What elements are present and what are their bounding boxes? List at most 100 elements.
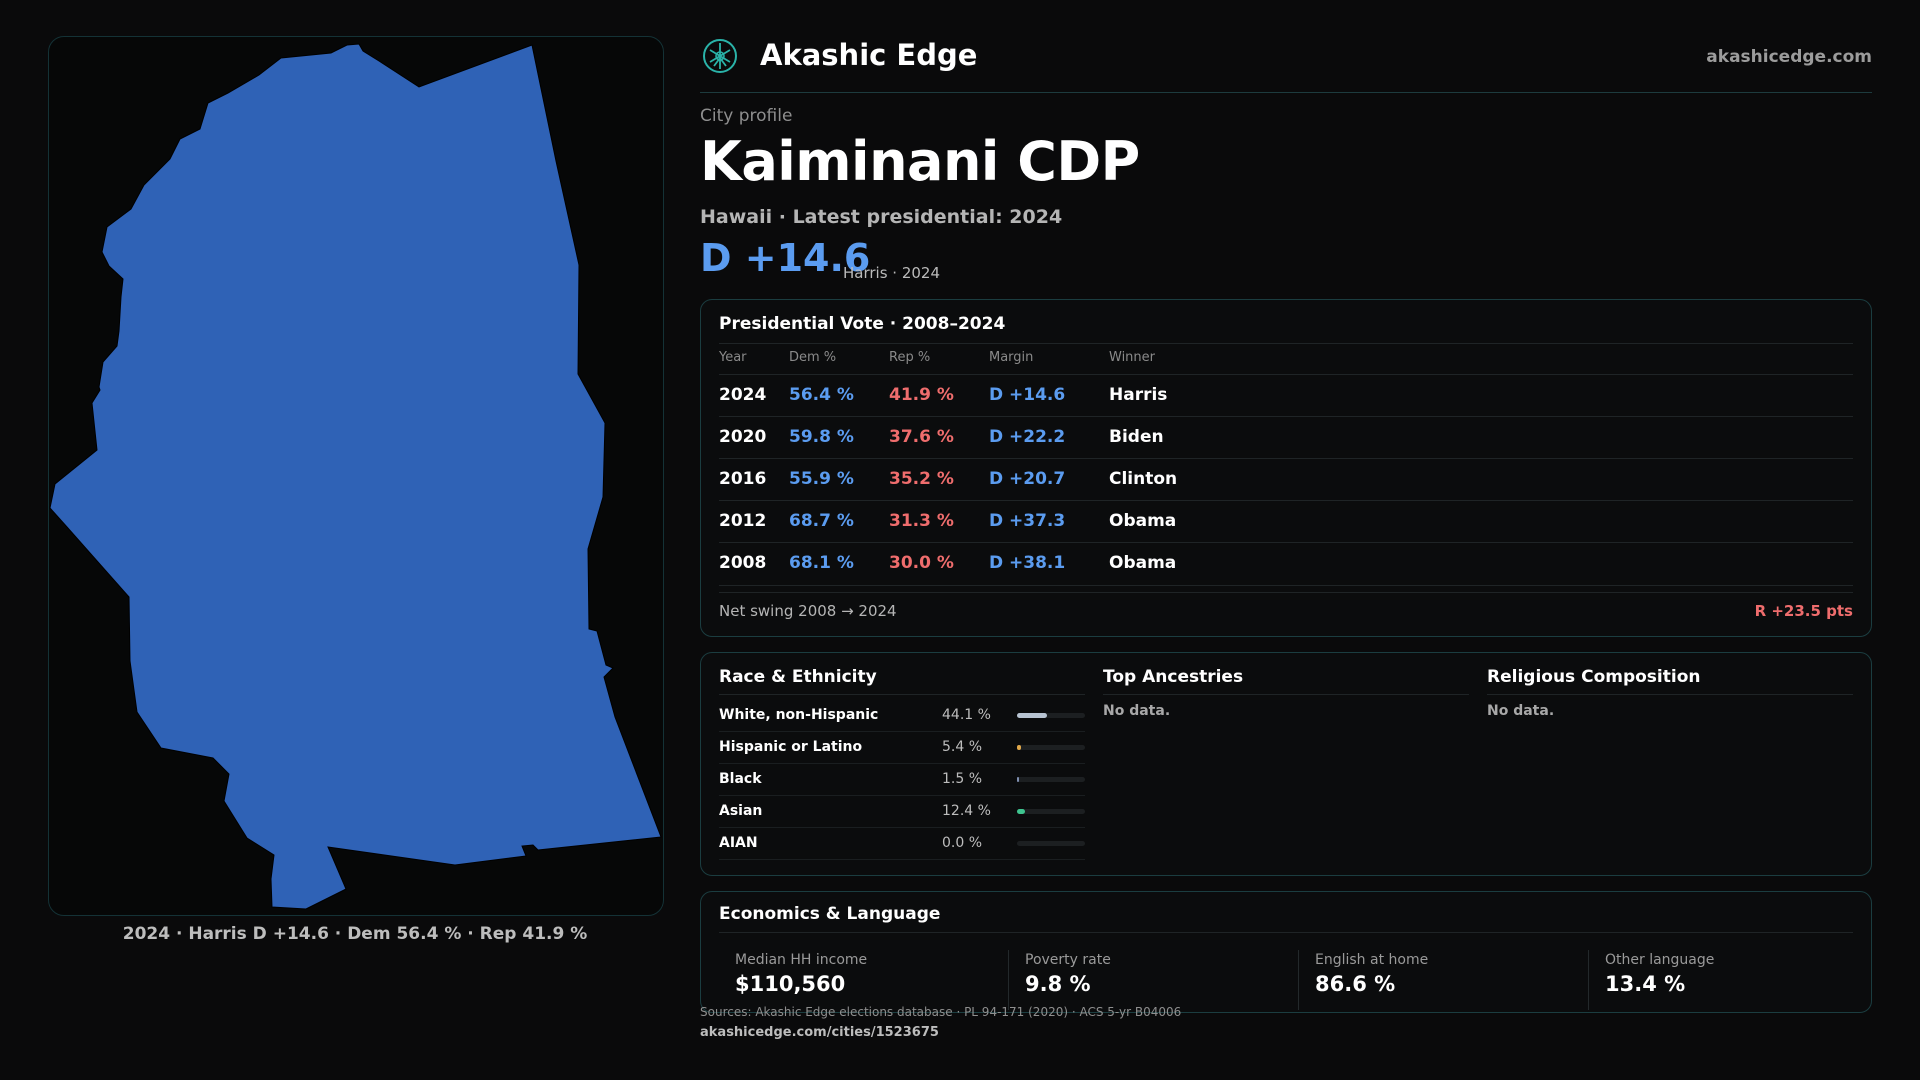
row-margin: D +14.6	[989, 385, 1066, 405]
divider	[719, 694, 1085, 695]
column-header-dem: Dem %	[789, 350, 837, 365]
race-bar-fill	[1017, 713, 1047, 718]
column-header-winner: Winner	[1109, 350, 1156, 365]
race-row: White, non-Hispanic 44.1 %	[719, 699, 1085, 732]
stat-english-at-home: English at home 86.6 %	[1298, 950, 1569, 1010]
row-margin: D +20.7	[989, 469, 1066, 489]
row-dem-pct: 59.8 %	[789, 427, 854, 447]
stat-label: Poverty rate	[1025, 952, 1111, 968]
stat-value: $110,560	[735, 972, 846, 996]
race-label: Hispanic or Latino	[719, 739, 863, 755]
row-winner: Obama	[1109, 511, 1177, 531]
row-rep-pct: 30.0 %	[889, 553, 954, 573]
row-rep-pct: 37.6 %	[889, 427, 954, 447]
race-bar-track	[1017, 841, 1085, 846]
race-bar-fill	[1017, 777, 1019, 782]
row-winner: Obama	[1109, 553, 1177, 573]
race-row: Hispanic or Latino 5.4 %	[719, 731, 1085, 764]
row-dem-pct: 68.1 %	[789, 553, 854, 573]
top-bar: Akashic Edge akashicedge.com	[700, 34, 1872, 93]
row-winner: Clinton	[1109, 469, 1178, 489]
race-row: AIAN 0.0 %	[719, 827, 1085, 860]
latest-margin: D +14.6	[700, 236, 871, 280]
religious-composition-title: Religious Composition	[1487, 667, 1701, 687]
site-domain-link[interactable]: akashicedge.com	[1706, 47, 1872, 67]
row-dem-pct: 68.7 %	[789, 511, 854, 531]
row-year: 2008	[719, 553, 767, 573]
row-dem-pct: 55.9 %	[789, 469, 854, 489]
presidential-vote-title: Presidential Vote · 2008–2024	[719, 314, 1006, 334]
row-year: 2024	[719, 385, 767, 405]
race-value: 12.4 %	[942, 803, 991, 819]
brand-name[interactable]: Akashic Edge	[760, 38, 978, 72]
latest-margin-note: Harris · 2024	[843, 264, 941, 282]
city-boundary-shape	[49, 43, 662, 910]
map-caption: 2024 · Harris D +14.6 · Dem 56.4 % · Rep…	[122, 924, 588, 944]
page-eyebrow: City profile	[700, 106, 793, 126]
race-value: 0.0 %	[942, 835, 983, 851]
row-margin: D +22.2	[989, 427, 1066, 447]
race-row: Asian 12.4 %	[719, 795, 1085, 828]
table-row: 2012 68.7 % 31.3 % D +37.3 Obama	[719, 500, 1853, 543]
stat-value: 86.6 %	[1315, 972, 1396, 996]
top-ancestries-section: Top Ancestries No data.	[1103, 653, 1469, 875]
page-url-link[interactable]: akashicedge.com/cities/1523675	[700, 1025, 939, 1040]
stat-label: English at home	[1315, 952, 1429, 968]
race-label: White, non-Hispanic	[719, 707, 879, 723]
top-ancestries-title: Top Ancestries	[1103, 667, 1244, 687]
divider	[1487, 694, 1853, 695]
table-row: 2016 55.9 % 35.2 % D +20.7 Clinton	[719, 458, 1853, 501]
race-label: AIAN	[719, 835, 758, 851]
page-subtitle: Hawaii · Latest presidential: 2024	[700, 206, 1063, 228]
stat-poverty-rate: Poverty rate 9.8 %	[1008, 950, 1279, 1010]
race-bar-track	[1017, 745, 1085, 750]
table-row: 2024 56.4 % 41.9 % D +14.6 Harris	[719, 374, 1853, 417]
row-margin: D +37.3	[989, 511, 1066, 531]
divider	[719, 932, 1853, 933]
row-winner: Harris	[1109, 385, 1168, 405]
row-year: 2012	[719, 511, 767, 531]
row-rep-pct: 41.9 %	[889, 385, 954, 405]
race-bar-fill	[1017, 809, 1026, 814]
row-rep-pct: 35.2 %	[889, 469, 954, 489]
race-bar-track	[1017, 809, 1085, 814]
net-swing-label: Net swing 2008 → 2024	[719, 602, 897, 620]
column-header-margin: Margin	[989, 350, 1034, 365]
divider	[1103, 694, 1469, 695]
race-value: 5.4 %	[942, 739, 983, 755]
table-row: 2020 59.8 % 37.6 % D +22.2 Biden	[719, 416, 1853, 459]
divider	[719, 343, 1853, 344]
presidential-vote-card: Presidential Vote · 2008–2024 Year Dem %…	[700, 299, 1872, 637]
race-value: 1.5 %	[942, 771, 983, 787]
demographics-card: Race & Ethnicity White, non-Hispanic 44.…	[700, 652, 1872, 876]
city-map-panel	[48, 36, 664, 916]
economics-language-title: Economics & Language	[719, 904, 941, 924]
stat-other-language: Other language 13.4 %	[1588, 950, 1859, 1010]
stat-label: Median HH income	[735, 952, 868, 968]
row-margin: D +38.1	[989, 553, 1066, 573]
column-header-year: Year	[719, 350, 747, 365]
race-bar-fill	[1017, 745, 1021, 750]
row-year: 2016	[719, 469, 767, 489]
race-label: Black	[719, 771, 762, 787]
race-bar-track	[1017, 713, 1085, 718]
ancestries-empty-text: No data.	[1103, 703, 1171, 719]
sources-footnote: Sources: Akashic Edge elections database…	[700, 1005, 1182, 1019]
religious-composition-section: Religious Composition No data.	[1487, 653, 1853, 875]
stat-value: 9.8 %	[1025, 972, 1091, 996]
race-value: 44.1 %	[942, 707, 991, 723]
stat-value: 13.4 %	[1605, 972, 1686, 996]
race-label: Asian	[719, 803, 763, 819]
row-year: 2020	[719, 427, 767, 447]
page-title: Kaiminani CDP	[700, 130, 1140, 193]
row-rep-pct: 31.3 %	[889, 511, 954, 531]
akashic-edge-logo-icon[interactable]	[702, 38, 738, 74]
net-swing-value: R +23.5 pts	[1754, 602, 1853, 620]
religion-empty-text: No data.	[1487, 703, 1555, 719]
race-ethnicity-title: Race & Ethnicity	[719, 667, 877, 687]
race-row: Black 1.5 %	[719, 763, 1085, 796]
race-ethnicity-section: Race & Ethnicity White, non-Hispanic 44.…	[719, 653, 1085, 875]
race-bar-track	[1017, 777, 1085, 782]
stat-label: Other language	[1605, 952, 1715, 968]
city-boundary-map	[49, 43, 662, 910]
